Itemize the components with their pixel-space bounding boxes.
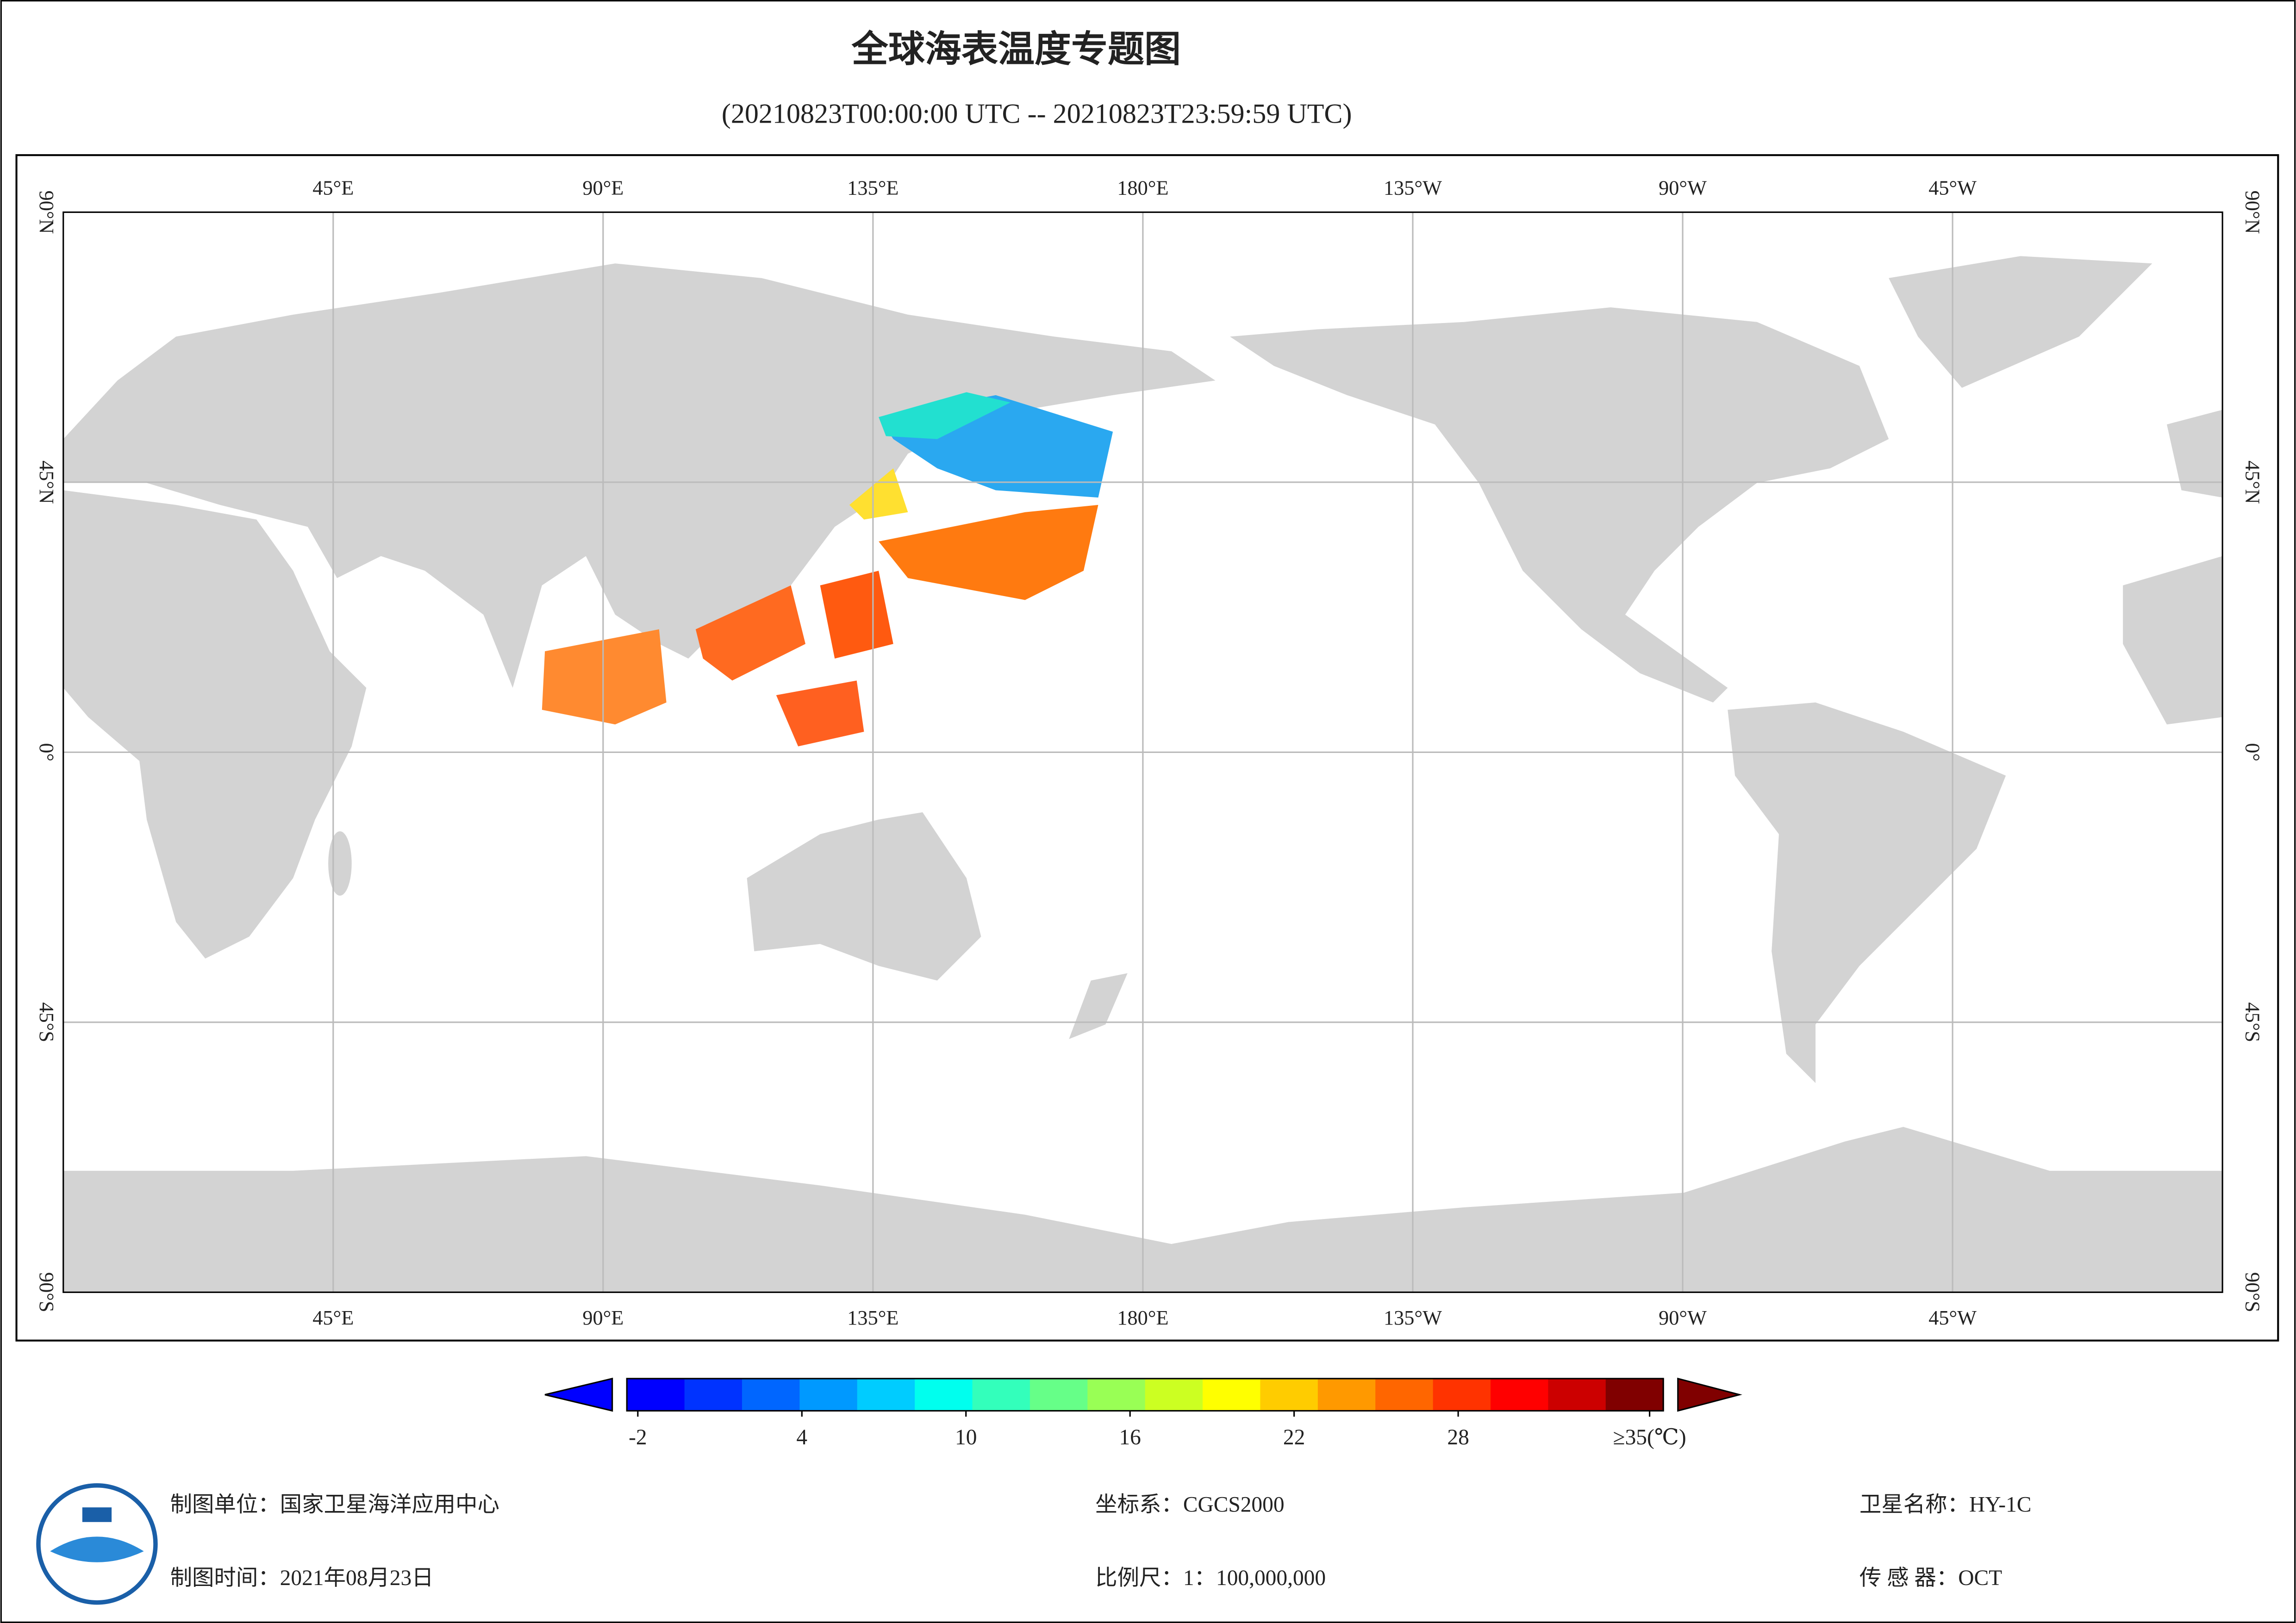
footer-crs: 坐标系：CGCS2000	[1095, 1493, 1284, 1517]
colorbar-arrow-high	[1677, 1377, 1742, 1412]
footer-sensor: 传 感 器：OCT	[1859, 1566, 2002, 1590]
lon-label-top: 135°W	[1384, 177, 1442, 199]
sst-swaths	[542, 392, 1113, 746]
africa-west	[2123, 556, 2223, 725]
lat-label-left: 90°N	[35, 191, 58, 234]
colorbar-tick-label: 22	[1283, 1425, 1305, 1449]
colorbar-segment	[1260, 1378, 1319, 1411]
colorbar-segment	[684, 1378, 743, 1411]
logo	[36, 1483, 158, 1605]
footer-producer: 制图单位：国家卫星海洋应用中心	[170, 1493, 499, 1517]
sst-swath	[849, 468, 908, 520]
logo-wave	[50, 1536, 144, 1562]
lon-label-top: 45°W	[1928, 177, 1977, 199]
sst-swath	[542, 629, 667, 725]
lat-label-right: 45°N	[2241, 460, 2264, 504]
north-america	[1230, 307, 1889, 703]
footer-satellite: 卫星名称：HY-1C	[1859, 1493, 2031, 1517]
sst-swath	[776, 680, 864, 746]
sst-swath	[879, 392, 1011, 439]
lon-label-top: 90°W	[1659, 177, 1707, 199]
lon-label-bottom: 135°E	[847, 1306, 898, 1329]
colorbar-tick-label: 16	[1119, 1425, 1141, 1449]
lat-label-left: 45°N	[35, 460, 58, 504]
colorbar-tick-label: 28	[1447, 1425, 1469, 1449]
title: 全球海表温度专题图	[851, 28, 1181, 70]
subtitle: (20210823T00:00:00 UTC -- 20210823T23:59…	[722, 98, 1352, 129]
lon-label-bottom: 180°E	[1117, 1306, 1168, 1329]
lat-label-left: 90°S	[35, 1272, 58, 1312]
colorbar-segment	[915, 1378, 973, 1411]
colorbar-segment	[1375, 1378, 1434, 1411]
colorbar-segment	[1490, 1378, 1549, 1411]
colorbar-segment	[1317, 1378, 1376, 1411]
lat-label-left: 0°	[35, 743, 58, 762]
map-frame	[15, 154, 2279, 1342]
footer-scale: 比例尺：1：100,000,000	[1095, 1566, 1326, 1590]
colorbar-segment	[1087, 1378, 1146, 1411]
lon-label-top: 135°E	[847, 177, 898, 199]
footer-date: 制图时间：2021年08月23日	[170, 1566, 434, 1590]
europe-west	[2166, 410, 2223, 498]
colorbar-segment	[799, 1378, 858, 1411]
colorbar-tick-label: 4	[796, 1425, 807, 1449]
lat-label-right: 0°	[2241, 743, 2264, 762]
colorbar-tick-label: ≥35(℃)	[1613, 1425, 1686, 1449]
colorbar-tick-label: 10	[955, 1425, 977, 1449]
lat-label-left: 45°S	[35, 1002, 58, 1043]
lon-label-top: 90°E	[582, 177, 624, 199]
colorbar-segment	[1029, 1378, 1088, 1411]
colorbar-segment	[1605, 1378, 1664, 1411]
australia	[747, 812, 981, 981]
lon-label-bottom: 45°W	[1928, 1306, 1977, 1329]
colorbar-border	[626, 1378, 1664, 1412]
colorbar-segment	[627, 1378, 686, 1411]
colorbar-segment	[857, 1378, 916, 1411]
south-america	[1728, 702, 2006, 1083]
map-border	[62, 211, 2223, 1293]
lon-label-top: 45°E	[312, 177, 354, 199]
lon-label-top: 180°E	[1117, 177, 1168, 199]
lon-label-bottom: 90°E	[582, 1306, 624, 1329]
madagascar	[328, 831, 352, 896]
lat-label-right: 90°N	[2241, 191, 2264, 234]
lon-label-bottom: 90°W	[1659, 1306, 1707, 1329]
colorbar-segment	[1203, 1378, 1261, 1411]
logo-satellite	[82, 1507, 112, 1522]
colorbar-segment	[1145, 1378, 1204, 1411]
lat-label-right: 90°S	[2241, 1272, 2264, 1312]
colorbar-arrow-low	[544, 1377, 613, 1412]
lon-label-bottom: 45°E	[312, 1306, 354, 1329]
sst-swath	[695, 585, 806, 681]
sst-swath	[879, 504, 1098, 600]
lat-label-right: 45°S	[2241, 1002, 2264, 1043]
sst-swath	[820, 571, 893, 659]
lon-label-bottom: 135°W	[1384, 1306, 1442, 1329]
colorbar-segment	[1548, 1378, 1607, 1411]
colorbar-tick-label: -2	[629, 1425, 647, 1449]
colorbar-segment	[972, 1378, 1031, 1411]
greenland	[1889, 256, 2152, 388]
colorbar-segment	[742, 1378, 800, 1411]
africa	[63, 490, 367, 959]
colorbar-segment	[1433, 1378, 1491, 1411]
eurasia	[63, 263, 1216, 688]
